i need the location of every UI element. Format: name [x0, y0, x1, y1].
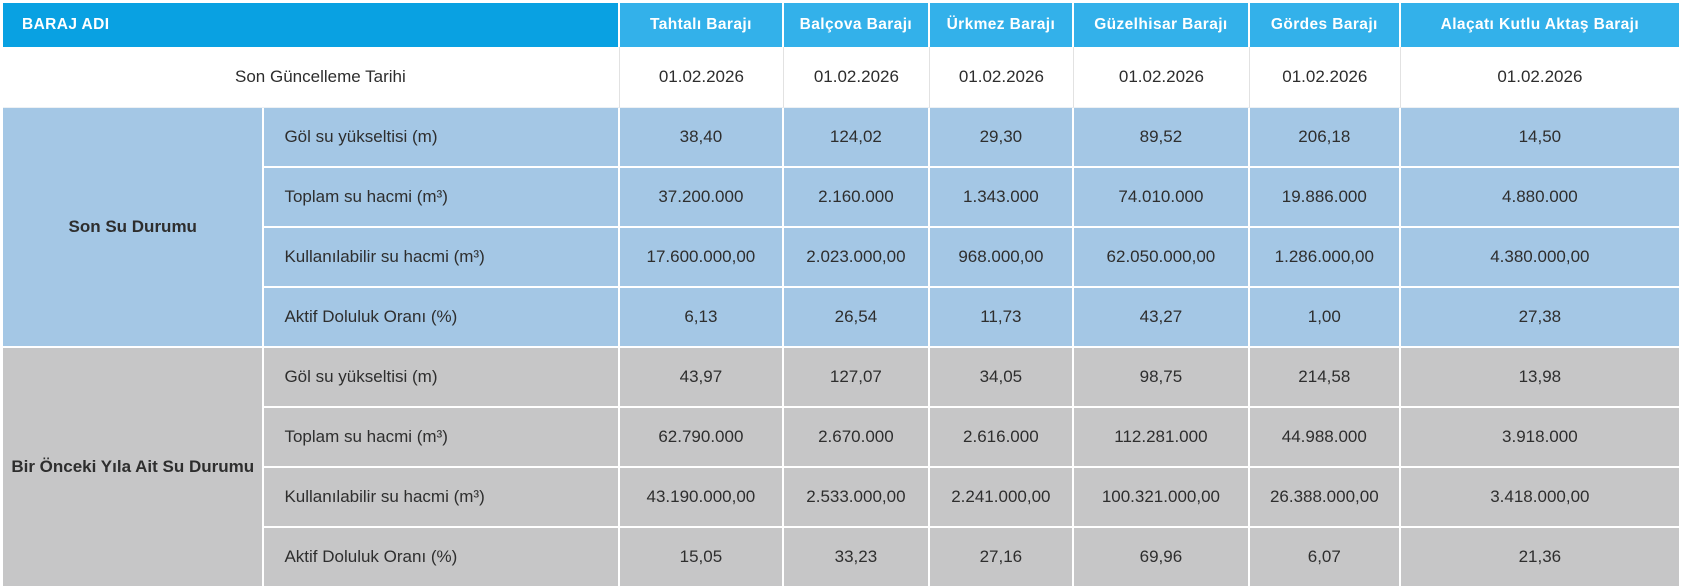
value-cell: 2.241.000,00 [929, 468, 1074, 528]
value-cell: 21,36 [1400, 528, 1679, 588]
value-cell: 112.281.000 [1073, 408, 1250, 468]
value-cell: 43,27 [1073, 288, 1250, 348]
value-cell: 127,07 [784, 348, 930, 408]
dam-column-header-alacati: Alaçatı Kutlu Aktaş Barajı [1400, 3, 1679, 47]
table-row: Kullanılabilir su hacmi (m³) 17.600.000,… [3, 228, 1679, 288]
value-cell: 74.010.000 [1073, 168, 1250, 228]
value-cell: 214,58 [1249, 348, 1401, 408]
update-date-cell: 01.02.2026 [1073, 47, 1250, 108]
update-date-label: Son Güncelleme Tarihi [3, 47, 620, 108]
metric-label: Göl su yükseltisi (m) [264, 108, 620, 168]
table-header-row: BARAJ ADI Tahtalı Barajı Balçova Barajı … [3, 3, 1679, 47]
dam-column-header-gordes: Gördes Barajı [1249, 3, 1401, 47]
value-cell: 2.616.000 [929, 408, 1074, 468]
value-cell: 4.880.000 [1400, 168, 1679, 228]
value-cell: 968.000,00 [929, 228, 1074, 288]
value-cell: 13,98 [1400, 348, 1679, 408]
value-cell: 62.050.000,00 [1073, 228, 1250, 288]
value-cell: 43.190.000,00 [619, 468, 784, 528]
value-cell: 14,50 [1400, 108, 1679, 168]
value-cell: 38,40 [619, 108, 784, 168]
value-cell: 3.918.000 [1400, 408, 1679, 468]
value-cell: 34,05 [929, 348, 1074, 408]
value-cell: 6,07 [1249, 528, 1401, 588]
value-cell: 2.670.000 [784, 408, 930, 468]
value-cell: 15,05 [619, 528, 784, 588]
value-cell: 26,54 [784, 288, 930, 348]
value-cell: 11,73 [929, 288, 1074, 348]
value-cell: 1,00 [1249, 288, 1401, 348]
value-cell: 43,97 [619, 348, 784, 408]
table-row: Toplam su hacmi (m³) 37.200.000 2.160.00… [3, 168, 1679, 228]
metric-label: Göl su yükseltisi (m) [264, 348, 620, 408]
metric-label: Aktif Doluluk Oranı (%) [264, 528, 620, 588]
value-cell: 26.388.000,00 [1249, 468, 1401, 528]
value-cell: 69,96 [1073, 528, 1250, 588]
value-cell: 27,16 [929, 528, 1074, 588]
table-row: Toplam su hacmi (m³) 62.790.000 2.670.00… [3, 408, 1679, 468]
metric-label: Aktif Doluluk Oranı (%) [264, 288, 620, 348]
update-date-row: Son Güncelleme Tarihi 01.02.2026 01.02.2… [3, 47, 1679, 108]
metric-label: Kullanılabilir su hacmi (m³) [264, 468, 620, 528]
value-cell: 100.321.000,00 [1073, 468, 1250, 528]
value-cell: 1.343.000 [929, 168, 1074, 228]
table-row: Kullanılabilir su hacmi (m³) 43.190.000,… [3, 468, 1679, 528]
table-row: Aktif Doluluk Oranı (%) 15,05 33,23 27,1… [3, 528, 1679, 588]
value-cell: 6,13 [619, 288, 784, 348]
value-cell: 29,30 [929, 108, 1074, 168]
update-date-cell: 01.02.2026 [929, 47, 1074, 108]
value-cell: 2.160.000 [784, 168, 930, 228]
metric-label: Toplam su hacmi (m³) [264, 168, 620, 228]
metric-label: Toplam su hacmi (m³) [264, 408, 620, 468]
value-cell: 19.886.000 [1249, 168, 1401, 228]
value-cell: 4.380.000,00 [1400, 228, 1679, 288]
value-cell: 27,38 [1400, 288, 1679, 348]
value-cell: 206,18 [1249, 108, 1401, 168]
value-cell: 2.533.000,00 [784, 468, 930, 528]
table-row: Aktif Doluluk Oranı (%) 6,13 26,54 11,73… [3, 288, 1679, 348]
value-cell: 37.200.000 [619, 168, 784, 228]
value-cell: 1.286.000,00 [1249, 228, 1401, 288]
update-date-cell: 01.02.2026 [619, 47, 784, 108]
dam-column-header-balcova: Balçova Barajı [784, 3, 930, 47]
metric-label: Kullanılabilir su hacmi (m³) [264, 228, 620, 288]
section-label-current: Son Su Durumu [3, 108, 265, 348]
value-cell: 44.988.000 [1249, 408, 1401, 468]
baraj-adi-header: BARAJ ADI [3, 3, 620, 47]
value-cell: 124,02 [784, 108, 930, 168]
update-date-cell: 01.02.2026 [1400, 47, 1679, 108]
value-cell: 2.023.000,00 [784, 228, 930, 288]
table-row: Son Su Durumu Göl su yükseltisi (m) 38,4… [3, 108, 1679, 348]
value-cell: 98,75 [1073, 348, 1250, 408]
value-cell: 3.418.000,00 [1400, 468, 1679, 528]
value-cell: 33,23 [784, 528, 930, 588]
dam-column-header-urkmez: Ürkmez Barajı [929, 3, 1074, 47]
dam-column-header-tahtali: Tahtalı Barajı [619, 3, 784, 47]
dam-column-header-guzelhisar: Güzelhisar Barajı [1073, 3, 1250, 47]
value-cell: 62.790.000 [619, 408, 784, 468]
value-cell: 17.600.000,00 [619, 228, 784, 288]
update-date-cell: 01.02.2026 [1249, 47, 1401, 108]
dam-status-table: BARAJ ADI Tahtalı Barajı Balçova Barajı … [3, 3, 1679, 588]
table-row: Bir Önceki Yıla Ait Su Durumu Göl su yük… [3, 348, 1679, 588]
update-date-cell: 01.02.2026 [784, 47, 930, 108]
section-label-previous-year: Bir Önceki Yıla Ait Su Durumu [3, 348, 265, 588]
value-cell: 89,52 [1073, 108, 1250, 168]
